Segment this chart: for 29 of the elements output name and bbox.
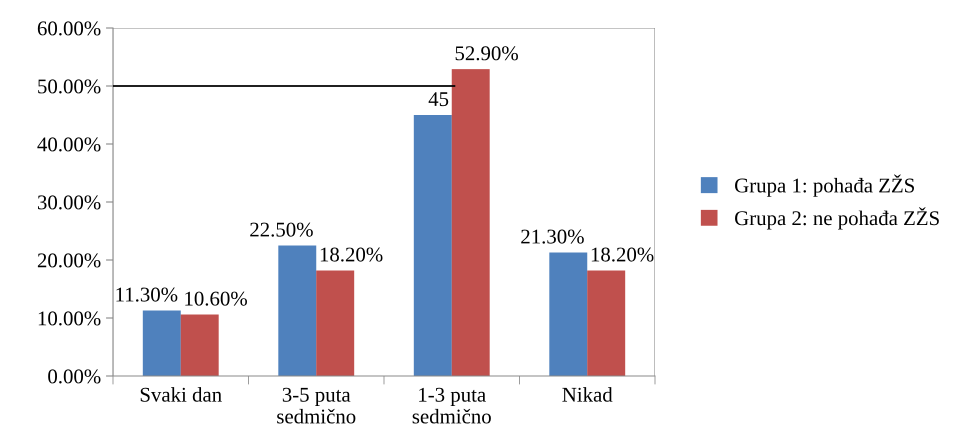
x-tick-label: 3-5 puta sedmično — [277, 388, 356, 424]
legend-label: Grupa 1: pohađa ZŽS — [735, 174, 914, 197]
data-label: 18.20% — [320, 248, 382, 262]
y-tick-label: 40.00% — [37, 137, 100, 152]
x-tick-label: Svaki dan — [140, 387, 222, 402]
bar — [587, 270, 626, 376]
bar — [414, 115, 452, 376]
data-label: 52.90% — [456, 46, 518, 60]
y-tick-label: 10.00% — [38, 311, 100, 326]
bar — [180, 314, 219, 376]
bar — [316, 270, 354, 376]
x-tick-label: 1-3 puta sedmično — [412, 388, 491, 424]
x-tick-label: Nikad — [562, 387, 612, 402]
data-label: 21.30% — [521, 230, 584, 244]
y-tick-label: 20.00% — [38, 253, 100, 268]
y-tick-label: 60.00% — [38, 21, 100, 36]
y-tick-label: 0.00% — [48, 369, 100, 384]
data-label: 45 — [428, 92, 448, 106]
bar — [278, 246, 316, 376]
y-tick-label: 50.00% — [38, 79, 100, 94]
data-label: 22.50% — [250, 222, 313, 237]
data-label: 11.30% — [116, 288, 178, 302]
legend-label: Grupa 2: ne pohađa ZŽS — [735, 207, 939, 230]
data-label: 10.60% — [185, 292, 247, 306]
y-tick-label: 30.00% — [38, 195, 100, 210]
bar — [452, 69, 490, 376]
bar — [549, 252, 588, 376]
bar — [142, 310, 181, 376]
data-label: 18.20% — [592, 248, 654, 262]
